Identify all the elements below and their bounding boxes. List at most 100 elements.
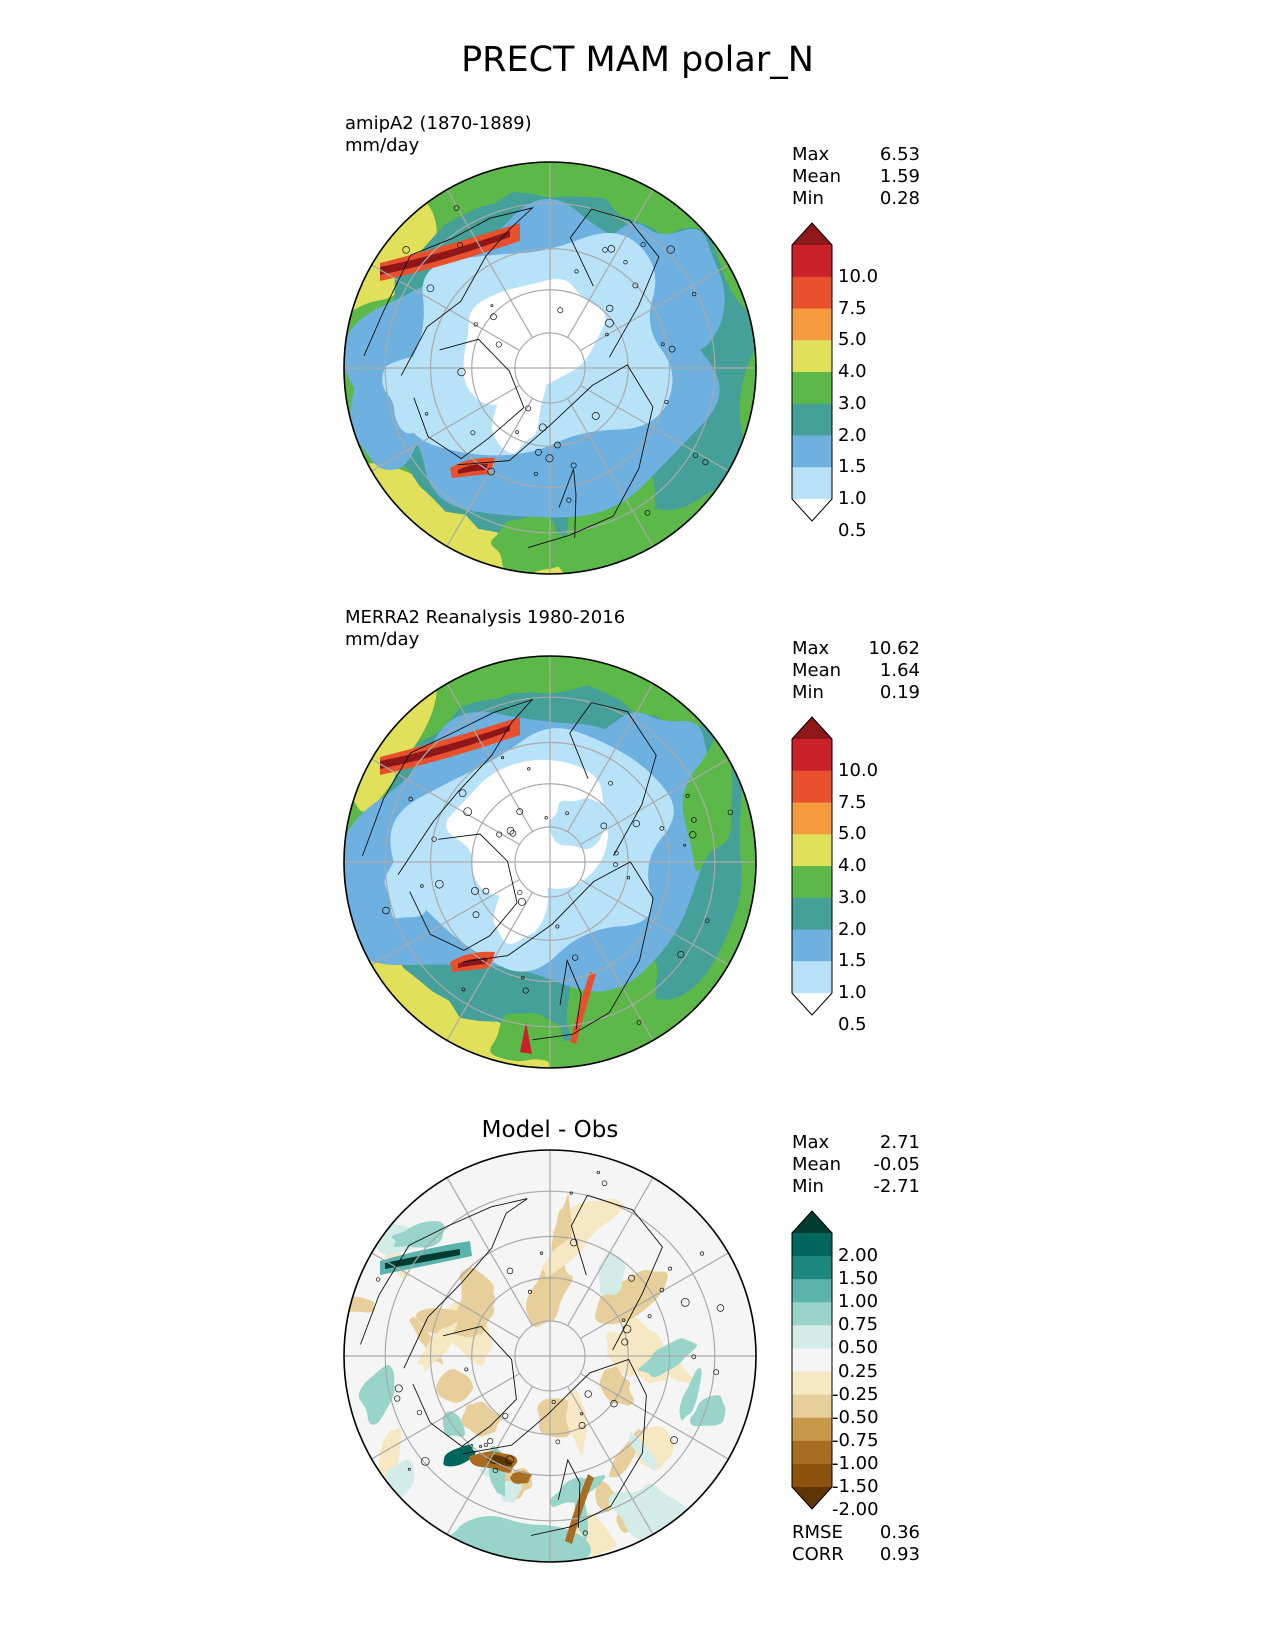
stat-row: Min 0.19 bbox=[792, 682, 920, 704]
coastline-island bbox=[570, 462, 577, 469]
coastline-island bbox=[533, 471, 538, 476]
meridian-line bbox=[566, 683, 654, 832]
coastline-island bbox=[490, 313, 497, 321]
colorbar-tick-label: 2.0 bbox=[838, 424, 867, 446]
field-region bbox=[436, 1368, 474, 1403]
field-region bbox=[358, 1365, 395, 1425]
coastline-island bbox=[457, 367, 466, 377]
field-region bbox=[689, 1395, 726, 1427]
coastline-island bbox=[591, 412, 600, 420]
colorbar-tick-label: 0.25 bbox=[838, 1360, 879, 1382]
panel-3-stats: Max 2.71 Mean -0.05 Min -2.71 bbox=[792, 1132, 920, 1198]
colorbar-bin bbox=[792, 834, 832, 867]
colorbar-tick-label: -1.00 bbox=[832, 1452, 879, 1474]
coastline-island bbox=[613, 850, 619, 856]
meridian-line bbox=[371, 878, 520, 966]
coastline-island bbox=[426, 284, 435, 293]
coastline-island bbox=[490, 304, 494, 308]
colorbar-bin bbox=[792, 802, 832, 835]
storm-track-core bbox=[458, 463, 488, 474]
coastline-island bbox=[677, 950, 685, 959]
coastline-island bbox=[628, 1274, 636, 1282]
field-region bbox=[461, 1401, 502, 1437]
field-region bbox=[491, 513, 575, 574]
colorbar-tick-label: -0.25 bbox=[832, 1383, 879, 1405]
coastline-island bbox=[659, 1287, 665, 1293]
colorbar-tick-label: 5.0 bbox=[838, 329, 867, 351]
coastline-island bbox=[394, 1395, 401, 1402]
panel-1-colorbar bbox=[791, 222, 833, 522]
orographic-band bbox=[520, 1022, 532, 1054]
colorbar-tick-label: 10.0 bbox=[838, 759, 879, 781]
stat-value: 2.71 bbox=[879, 1132, 920, 1153]
coastline-island bbox=[461, 987, 466, 992]
coastline-island bbox=[525, 405, 532, 412]
coastline-island bbox=[544, 816, 548, 820]
negative-anomaly bbox=[565, 1474, 594, 1544]
metric-value: 0.93 bbox=[879, 1544, 920, 1565]
coastline-island bbox=[407, 1467, 411, 1471]
coastline-island bbox=[647, 1314, 652, 1319]
field-layer bbox=[344, 162, 756, 574]
coastline-island bbox=[606, 304, 614, 313]
coastline bbox=[462, 861, 654, 1041]
colorbar-tick-label: 0.5 bbox=[838, 519, 867, 541]
coastline-island bbox=[640, 242, 646, 248]
coastline-island bbox=[566, 497, 572, 503]
meridian-line bbox=[371, 1372, 520, 1460]
colorbar-tick-label: 10.0 bbox=[838, 265, 879, 287]
coastline bbox=[558, 468, 577, 538]
coastline-island bbox=[636, 1019, 642, 1025]
field-region bbox=[382, 356, 437, 434]
coastline-island bbox=[506, 826, 515, 835]
colorbar-tick-label: 0.5 bbox=[838, 1013, 867, 1035]
colorbar-bin bbox=[792, 308, 832, 341]
coastline bbox=[569, 208, 660, 358]
coastline-island bbox=[659, 826, 665, 831]
field-region bbox=[499, 1480, 523, 1503]
coastline-island bbox=[496, 831, 503, 838]
colorbar-bin bbox=[792, 1371, 832, 1396]
meridian-line bbox=[566, 1386, 654, 1535]
map-boundary bbox=[343, 655, 757, 1069]
coastline-island bbox=[608, 780, 613, 786]
coastline-island bbox=[680, 1298, 690, 1307]
colorbar-bin bbox=[792, 1256, 832, 1280]
coastline-island bbox=[644, 510, 651, 516]
field-region bbox=[638, 1338, 698, 1378]
stat-value: 6.53 bbox=[879, 144, 920, 165]
coastline-island bbox=[632, 282, 639, 289]
field-region bbox=[531, 162, 690, 210]
colorbar-bin bbox=[792, 467, 832, 500]
metric-value: 0.36 bbox=[879, 1522, 920, 1543]
stat-label: Mean bbox=[792, 166, 842, 187]
coastline-island bbox=[668, 345, 676, 353]
coastline-island bbox=[375, 1277, 381, 1282]
panel-2-units: mm/day bbox=[345, 629, 420, 650]
coastline-island bbox=[420, 1456, 430, 1466]
field-region bbox=[490, 1013, 569, 1063]
coastline-island bbox=[521, 975, 525, 980]
coastline-island bbox=[713, 1369, 720, 1376]
coastline-island bbox=[664, 399, 669, 405]
coastline-island bbox=[660, 342, 665, 347]
coastline-island bbox=[470, 430, 476, 436]
coastline-island bbox=[600, 822, 608, 830]
coastline-island bbox=[495, 341, 502, 348]
colorbar-tick-label: 0.50 bbox=[838, 1337, 879, 1359]
coastline bbox=[361, 698, 534, 875]
colorbar-top-extend bbox=[792, 223, 832, 245]
coastline-island bbox=[471, 886, 479, 895]
coastline-island bbox=[482, 887, 490, 895]
coastline-island bbox=[500, 756, 505, 760]
negative-anomaly bbox=[510, 1471, 532, 1484]
colorbar-top-extend bbox=[792, 717, 832, 739]
coastline-island bbox=[692, 452, 699, 458]
colorbar-bin bbox=[792, 403, 832, 436]
coastline-island bbox=[621, 1318, 626, 1323]
meridian-line bbox=[446, 1177, 534, 1326]
coastline bbox=[413, 338, 525, 460]
colorbar-bin bbox=[792, 1348, 832, 1373]
colorbar-outline bbox=[791, 1210, 833, 1510]
coastline bbox=[363, 207, 535, 376]
